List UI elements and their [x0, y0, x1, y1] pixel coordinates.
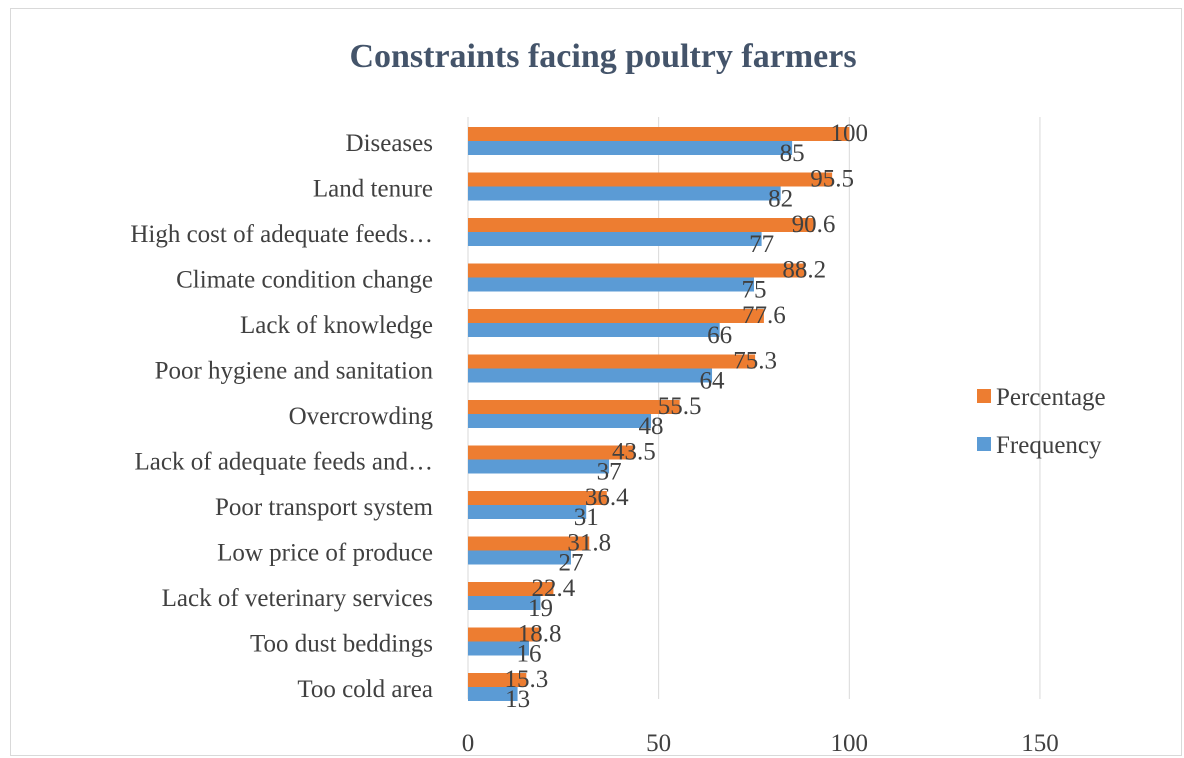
category-label: High cost of adequate feeds…: [130, 221, 433, 248]
bar-percentage: [468, 263, 805, 278]
bar-percentage: [468, 400, 680, 414]
bar-frequency: [468, 596, 541, 610]
bar-percentage: [468, 127, 850, 141]
data-label-frequency: 77: [749, 231, 774, 258]
x-axis-tick-labels: 0 50 100 150: [462, 730, 1059, 757]
bar-percentage: [468, 536, 590, 551]
data-label-percentage: 88.2: [782, 257, 826, 284]
data-label-frequency: 85: [780, 140, 805, 167]
bar-frequency: [468, 141, 793, 155]
bar-percentage: [468, 445, 634, 460]
bar-percentage: [468, 582, 554, 596]
data-label-frequency: 16: [517, 641, 542, 668]
data-label-frequency: 82: [768, 186, 793, 213]
category-label: Climate condition change: [176, 267, 433, 294]
bar-percentage: [468, 218, 814, 232]
bar-frequency: [468, 323, 720, 337]
legend-item: Percentage: [977, 384, 1106, 411]
bar-percentage: [468, 309, 764, 323]
data-label-frequency: 19: [528, 595, 553, 622]
bar-frequency: [468, 368, 713, 383]
data-label-percentage: 90.6: [792, 211, 836, 238]
category-label: Lack of knowledge: [240, 312, 433, 339]
data-label-percentage: 100: [831, 120, 869, 147]
bar-frequency: [468, 550, 571, 565]
bar-frequency: [468, 687, 518, 701]
bar-chart: Constraints facing poultry farmers Disea…: [130, 38, 1106, 757]
bar-frequency: [468, 232, 762, 246]
bars: [468, 127, 850, 701]
bar-frequency: [468, 414, 652, 428]
bar-percentage: [468, 354, 756, 369]
bar-frequency: [468, 277, 754, 292]
bar-frequency: [468, 505, 587, 519]
x-tick-label: 100: [831, 730, 869, 757]
data-label-percentage: 22.4: [532, 575, 576, 602]
category-label: Too dust beddings: [250, 631, 433, 658]
data-label-percentage: 55.5: [658, 393, 702, 420]
data-label-percentage: 75.3: [733, 348, 777, 375]
data-label-percentage: 77.6: [742, 302, 786, 329]
data-label-percentage: 18.8: [518, 621, 562, 648]
category-labels: Diseases Land tenure High cost of adequate…: [130, 130, 433, 703]
bar-frequency: [468, 459, 610, 474]
legend: Percentage Frequency: [977, 384, 1106, 459]
data-label-percentage: 31.8: [567, 530, 611, 557]
data-label-frequency: 27: [558, 550, 583, 577]
category-label: Diseases: [346, 130, 433, 157]
bar-percentage: [468, 627, 540, 642]
bar-percentage: [468, 172, 833, 187]
chart-title: Constraints facing poultry farmers: [349, 38, 856, 75]
data-label-frequency: 31: [574, 504, 599, 531]
data-label-frequency: 37: [597, 459, 622, 486]
category-label: Poor transport system: [215, 494, 434, 521]
x-tick-label: 0: [462, 730, 475, 757]
x-tick-label: 150: [1021, 730, 1059, 757]
data-label-percentage: 95.5: [810, 166, 854, 193]
chart-area: Constraints facing poultry farmers Disea…: [10, 8, 1182, 757]
data-label-percentage: 43.5: [612, 439, 656, 466]
legend-swatch: [977, 437, 991, 451]
legend-swatch: [977, 389, 991, 403]
data-label-percentage: 15.3: [504, 666, 548, 693]
category-label: Lack of veterinary services: [162, 585, 433, 612]
category-label: Overcrowding: [289, 403, 434, 430]
category-label: Low price of produce: [217, 540, 433, 567]
bar-percentage: [468, 491, 607, 505]
category-label: Too cold area: [297, 676, 433, 703]
bar-frequency: [468, 186, 781, 201]
legend-label: Frequency: [996, 432, 1102, 459]
data-label-frequency: 64: [700, 368, 726, 395]
bar-percentage: [468, 673, 527, 687]
category-label: Lack of adequate feeds and…: [135, 449, 433, 476]
bar-frequency: [468, 641, 530, 656]
legend-item: Frequency: [977, 432, 1102, 459]
data-label-frequency: 75: [741, 277, 766, 304]
data-label-frequency: 66: [707, 322, 732, 349]
legend-label: Percentage: [996, 384, 1106, 411]
data-label-frequency: 48: [639, 413, 664, 440]
category-label: Poor hygiene and sanitation: [155, 358, 434, 385]
data-label-frequency: 13: [505, 686, 530, 713]
category-label: Land tenure: [313, 176, 433, 203]
data-label-percentage: 36.4: [585, 484, 629, 511]
x-tick-label: 50: [646, 730, 671, 757]
